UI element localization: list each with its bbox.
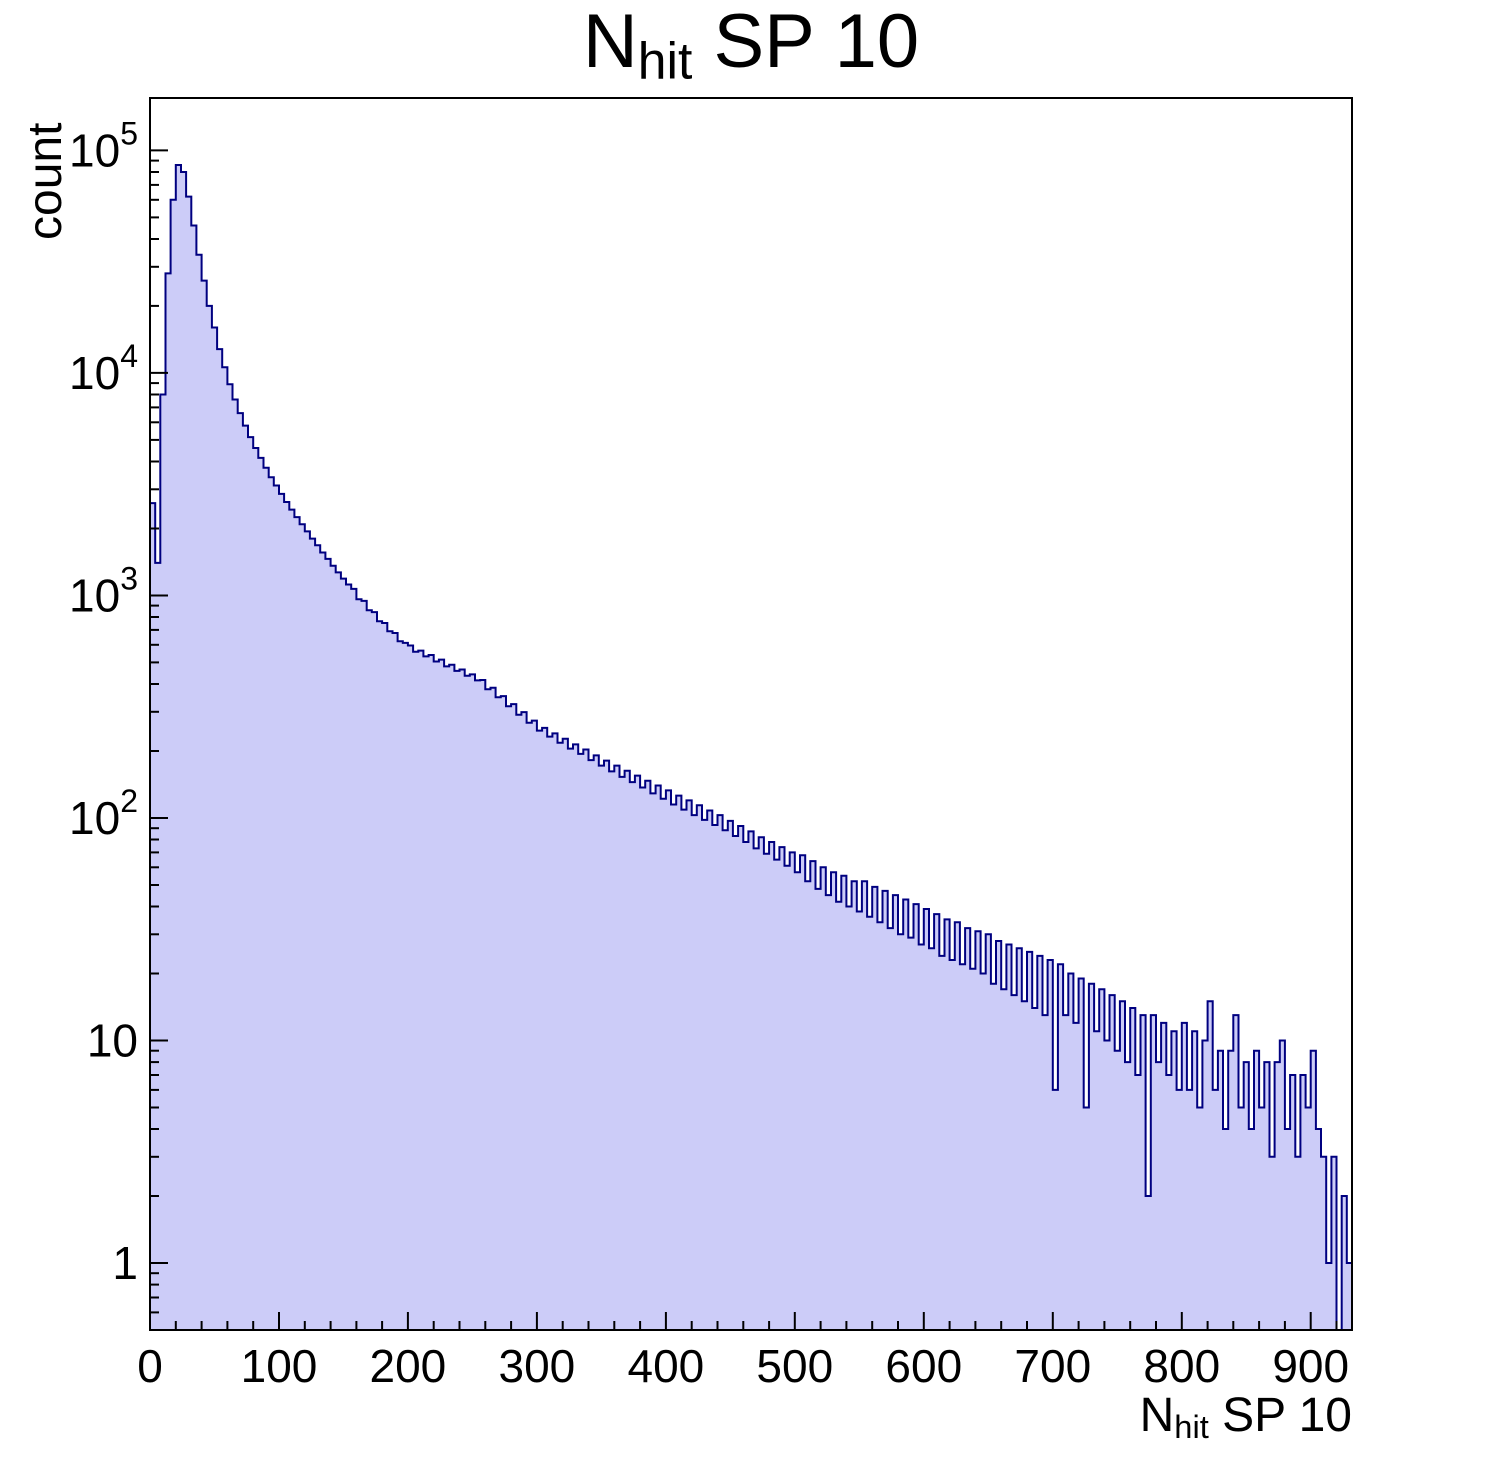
chart-title: Nhit SP 10 <box>150 2 1352 88</box>
x-tick-label: 100 <box>241 1340 318 1392</box>
y-tick-label: 104 <box>69 338 138 399</box>
histogram-outline <box>149 164 1353 1331</box>
x-tick-label: 0 <box>137 1340 163 1392</box>
chart-title-suffix: SP 10 <box>692 0 920 84</box>
x-tick-label: 700 <box>1014 1340 1091 1392</box>
x-tick-label: 500 <box>756 1340 833 1392</box>
x-tick-label: 300 <box>499 1340 576 1392</box>
y-axis-ticks <box>150 149 168 1331</box>
chart-title-subscript: hit <box>637 31 693 90</box>
y-tick-label: 105 <box>69 115 138 176</box>
x-tick-label: 900 <box>1272 1340 1349 1392</box>
chart-title-prefix: N <box>582 0 638 84</box>
y-axis-label: count <box>19 122 72 240</box>
x-tick-labels: 0 100 200 300 400 500 600 700 800 900 <box>137 1340 1349 1392</box>
x-tick-label: 200 <box>370 1340 447 1392</box>
histogram-fill <box>150 165 1352 1330</box>
y-tick-label: 102 <box>69 783 138 844</box>
x-tick-label: 400 <box>628 1340 705 1392</box>
x-axis-label-suffix: SP 10 <box>1208 1389 1352 1442</box>
y-tick-label: 103 <box>69 561 138 622</box>
x-tick-label: 800 <box>1143 1340 1220 1392</box>
x-axis-label: Nhit SP 10 <box>150 1388 1352 1446</box>
y-tick-label: 1 <box>112 1237 138 1289</box>
y-tick-labels: 1 10 102 103 104 105 <box>69 115 138 1289</box>
x-tick-label: 600 <box>885 1340 962 1392</box>
x-axis-label-prefix: N <box>1139 1389 1175 1442</box>
x-axis-label-subscript: hit <box>1174 1408 1209 1446</box>
y-tick-label: 10 <box>87 1015 138 1067</box>
plot-frame <box>149 97 1353 1331</box>
x-axis-ticks <box>149 1312 1338 1330</box>
